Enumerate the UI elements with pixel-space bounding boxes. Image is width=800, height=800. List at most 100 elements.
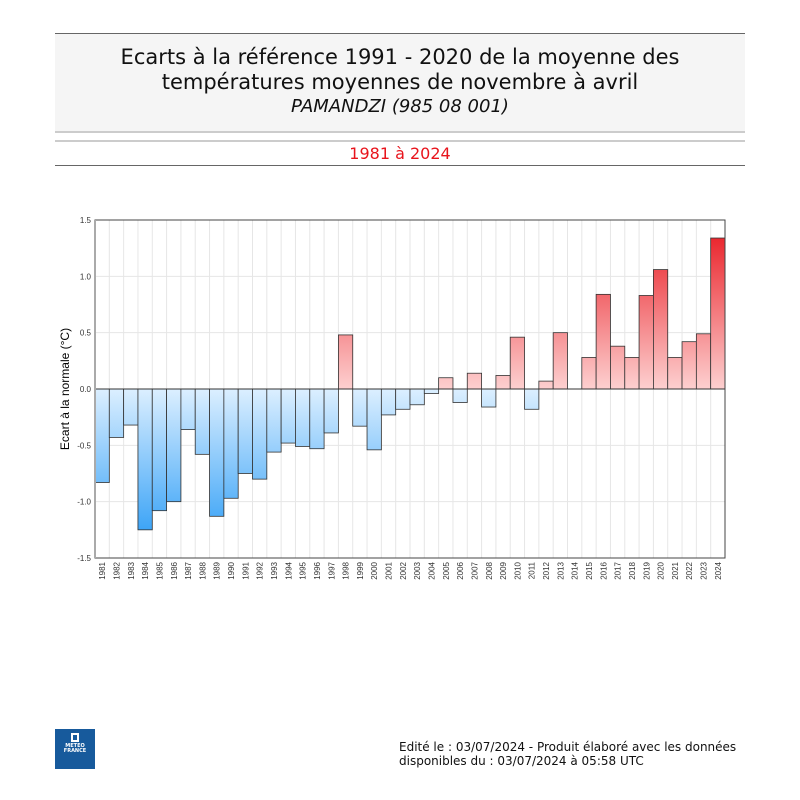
y-tick-label: -0.5	[77, 441, 91, 450]
bar-2017	[610, 345, 626, 390]
bar-2012	[538, 380, 554, 390]
x-tick-label: 2017	[614, 561, 623, 579]
x-tick-label: 2018	[628, 561, 637, 579]
bar-1986	[166, 388, 182, 503]
x-tick-label: 2014	[571, 561, 580, 579]
bar-1994	[280, 388, 296, 444]
bar-1983	[123, 388, 139, 426]
bar-2024	[710, 237, 726, 390]
x-tick-label: 2000	[370, 561, 379, 579]
x-tick-label: 2016	[599, 561, 608, 579]
y-tick-label: -1.5	[77, 554, 91, 563]
x-tick-label: 1997	[327, 561, 336, 579]
bar-2011	[524, 388, 540, 410]
station-name: PAMANDZI (985 08 001)	[291, 96, 509, 117]
x-tick-label: 1982	[112, 561, 121, 579]
x-tick-label: 1994	[284, 561, 293, 579]
x-tick-label: 2011	[528, 561, 537, 579]
x-tick-label: 2004	[427, 561, 436, 579]
x-tick-label: 1995	[299, 561, 308, 579]
x-tick-label: 2022	[685, 561, 694, 579]
bar-2000	[366, 388, 382, 451]
x-tick-label: 1993	[270, 561, 279, 579]
y-tick-label: 1.0	[80, 272, 92, 281]
bar-1982	[108, 388, 125, 438]
x-tick-label: 1999	[356, 561, 365, 579]
bar-2006	[452, 388, 468, 403]
x-tick-label: 1992	[256, 561, 265, 579]
chart-header: Ecarts à la référence 1991 - 2020 de la …	[55, 33, 745, 133]
y-tick-label: 0.0	[80, 385, 92, 394]
x-tick-label: 2007	[470, 561, 479, 579]
x-tick-label: 1996	[313, 561, 322, 579]
x-tick-label: 1983	[127, 561, 136, 579]
meteo-france-logo: METEO FRANCE	[55, 729, 95, 769]
x-tick-label: 2024	[714, 561, 723, 579]
bar-2008	[481, 388, 497, 408]
bar-1988	[194, 388, 210, 455]
x-tick-label: 1991	[241, 561, 250, 579]
data-availability: disponibles du : 03/07/2024 à 05:58 UTC	[399, 754, 644, 768]
y-tick-label: 0.5	[80, 329, 92, 338]
bar-2010	[509, 336, 525, 390]
x-tick-label: 1988	[198, 561, 207, 579]
x-tick-label: 2013	[556, 561, 565, 579]
bar-2007	[466, 372, 482, 390]
x-tick-label: 2020	[657, 561, 666, 579]
bar-1992	[252, 388, 268, 480]
bar-2016	[595, 293, 611, 390]
bar-2002	[395, 388, 411, 410]
x-tick-label: 1989	[213, 561, 222, 579]
x-tick-label: 1990	[227, 561, 236, 579]
bar-1997	[323, 388, 339, 434]
x-tick-label: 2021	[671, 561, 680, 579]
x-tick-label: 2008	[485, 561, 494, 579]
bar-2004	[423, 388, 440, 394]
x-tick-label: 2005	[442, 561, 451, 579]
edit-date: Edité le : 03/07/2024 - Produit élaboré …	[399, 740, 737, 754]
bar-2013	[552, 332, 568, 390]
bar-1984	[137, 388, 153, 531]
bar-1981	[94, 388, 110, 483]
bar-1998	[338, 334, 354, 390]
bar-1993	[266, 388, 282, 453]
bar-2023	[695, 333, 712, 390]
bar-2003	[409, 388, 425, 406]
bar-1985	[151, 388, 167, 512]
x-tick-label: 2019	[642, 561, 651, 579]
bar-1999	[352, 388, 368, 427]
bar-1989	[209, 388, 225, 517]
bar-2020	[653, 269, 669, 390]
x-tick-label: 2010	[513, 561, 522, 579]
bar-1995	[295, 388, 311, 447]
bar-2001	[380, 388, 397, 416]
x-tick-label: 2003	[413, 561, 422, 579]
x-tick-label: 1998	[342, 561, 351, 579]
bar-2009	[495, 375, 511, 390]
x-tick-label: 2006	[456, 561, 465, 579]
chart-title-line1: Ecarts à la référence 1991 - 2020 de la …	[120, 45, 680, 69]
bar-2021	[667, 357, 683, 390]
bar-1996	[309, 388, 325, 450]
bar-2015	[581, 357, 597, 390]
y-tick-label: -1.0	[77, 498, 91, 507]
x-tick-label: 2012	[542, 561, 551, 579]
x-tick-label: 2015	[585, 561, 594, 579]
x-tick-label: 2001	[385, 561, 394, 579]
bar-1987	[180, 388, 196, 430]
x-tick-label: 2009	[499, 561, 508, 579]
x-tick-label: 1987	[184, 561, 193, 579]
bar-1991	[237, 388, 253, 474]
x-tick-label: 2002	[399, 561, 408, 579]
x-tick-label: 1985	[155, 561, 164, 579]
x-tick-label: 1981	[98, 561, 107, 579]
y-axis-label: Ecart à la normale (°C)	[58, 328, 72, 450]
bar-2018	[624, 357, 640, 390]
bar-2022	[681, 341, 697, 390]
x-tick-label: 1984	[141, 561, 150, 579]
y-tick-label: 1.5	[80, 216, 92, 225]
period-label: 1981 à 2024	[55, 140, 745, 166]
bar-1990	[223, 388, 239, 499]
x-tick-label: 2023	[700, 561, 709, 579]
